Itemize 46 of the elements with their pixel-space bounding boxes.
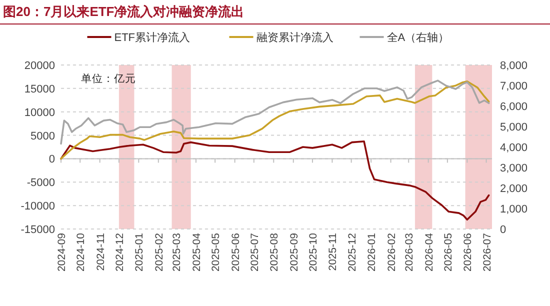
legend-label: ETF累计净流入 — [114, 31, 190, 44]
y2-tick-label: 0 — [500, 224, 506, 236]
y-tick-label: 5000 — [30, 130, 55, 142]
x-tick-label: 2026-02 — [386, 232, 398, 272]
y-tick-label: 15000 — [24, 83, 55, 96]
x-tick-label: 2025-07 — [248, 232, 261, 272]
y2-tick-label: 1,000 — [500, 204, 528, 216]
y2-tick-label: 3,000 — [500, 162, 528, 174]
x-tick-label: 2024-11 — [94, 232, 107, 271]
y2-tick-label: 5,000 — [500, 122, 528, 134]
y-tick-label: -10000 — [20, 200, 55, 213]
x-tick-label: 2026-04 — [423, 232, 436, 272]
legend-label: 融资累计净流入 — [256, 31, 334, 44]
x-tick-label: 2026-03 — [404, 232, 416, 272]
x-tick-label: 2024-09 — [56, 232, 68, 272]
x-tick-label: 2025-06 — [230, 232, 242, 272]
y2-tick-label: 4,000 — [500, 142, 528, 154]
x-tick-label: 2026-01 — [366, 232, 378, 272]
chart-title: 图20：7月以来ETF净流入对冲融资净流出 — [3, 4, 244, 19]
y2-tick-label: 7,000 — [500, 80, 528, 92]
x-tick-label: 2025-11 — [327, 232, 340, 271]
x-tick-label: 2025-03 — [171, 232, 184, 272]
x-tick-label: 2025-04 — [190, 232, 203, 272]
x-tick-label: 2025-01 — [134, 232, 146, 272]
x-tick-label: 2025-02 — [153, 232, 166, 272]
x-tick-label: 2024-10 — [75, 232, 88, 272]
y-tick-label: 20000 — [24, 60, 55, 72]
y-tick-label: 10000 — [24, 106, 55, 119]
x-tick-label: 2026-05 — [442, 232, 454, 272]
x-tick-label: 2024-12 — [114, 232, 126, 272]
y2-tick-label: 8,000 — [500, 60, 528, 72]
y-tick-label: -5000 — [26, 177, 55, 190]
y2-tick-label: 6,000 — [500, 101, 528, 113]
annotation: 单位：亿元 — [81, 72, 136, 85]
x-tick-label: 2026-06 — [462, 232, 474, 272]
x-tick-label: 2025-12 — [346, 232, 358, 272]
x-tick-label: 2025-08 — [268, 232, 281, 272]
x-tick-label: 2025-10 — [307, 232, 320, 272]
y-tick-label: 0 — [48, 154, 55, 166]
legend-label: 全A（右轴） — [386, 31, 450, 44]
x-tick-label: 2025-09 — [288, 232, 300, 272]
line-series — [60, 140, 490, 221]
y-tick-label: -15000 — [20, 224, 55, 236]
x-tick-label: 2026-07 — [481, 232, 494, 272]
y2-tick-label: 2,000 — [500, 183, 528, 195]
x-tick-label: 2025-05 — [210, 232, 222, 272]
